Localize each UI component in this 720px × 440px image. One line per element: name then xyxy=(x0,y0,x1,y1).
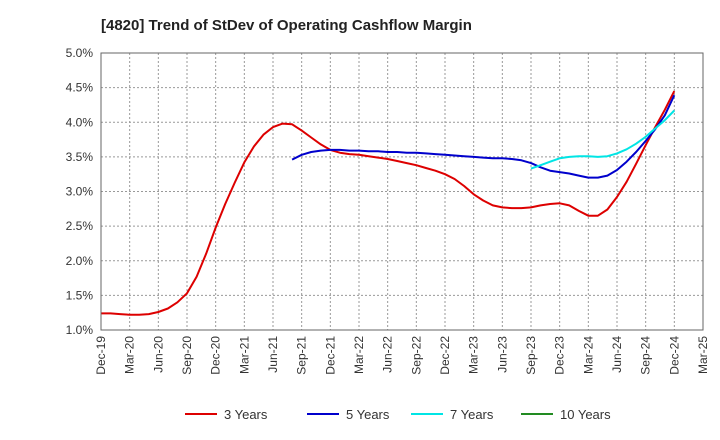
y-tick-label: 5.0% xyxy=(66,46,94,60)
y-tick-label: 2.5% xyxy=(66,219,94,233)
x-tick-label: Jun-24 xyxy=(610,336,624,373)
x-tick-label: Dec-20 xyxy=(209,336,223,375)
x-tick-label: Sep-20 xyxy=(180,336,194,375)
y-tick-label: 1.5% xyxy=(66,288,94,302)
x-tick-label: Sep-23 xyxy=(524,336,538,375)
x-tick-label: Sep-22 xyxy=(409,336,423,375)
gridlines xyxy=(101,53,703,330)
x-tick-label: Mar-20 xyxy=(123,336,137,374)
series-lines xyxy=(101,90,676,316)
plot-area xyxy=(100,52,704,331)
x-tick-label: Sep-21 xyxy=(295,336,309,375)
legend-label-5-years: 5 Years xyxy=(346,407,390,422)
x-tick-label: Mar-22 xyxy=(352,336,366,374)
x-tick-label: Dec-23 xyxy=(553,336,567,375)
x-axis: Dec-19 Mar-20 Jun-20 Sep-20 Dec-20 Mar-21 Jun-… xyxy=(94,336,710,375)
x-tick-label: Mar-23 xyxy=(467,336,481,374)
y-tick-label: 3.5% xyxy=(66,150,94,164)
series-line-3-years xyxy=(101,90,676,316)
y-tick-label: 1.0% xyxy=(66,323,94,337)
y-tick-label: 4.0% xyxy=(66,115,94,129)
legend: 3 Years 5 Years 7 Years 10 Years xyxy=(185,407,611,422)
x-tick-label: Dec-24 xyxy=(667,336,681,375)
x-tick-label: Jun-22 xyxy=(381,336,395,373)
x-tick-label: Sep-24 xyxy=(639,336,653,375)
series-line-7-years xyxy=(530,109,676,170)
x-tick-label: Jun-21 xyxy=(266,336,280,373)
legend-label-10-years: 10 Years xyxy=(560,407,611,422)
x-tick-label: Jun-20 xyxy=(151,336,165,373)
x-tick-label: Jun-23 xyxy=(495,336,509,373)
legend-label-3-years: 3 Years xyxy=(224,407,268,422)
y-tick-label: 3.0% xyxy=(66,185,94,199)
chart-title: [4820] Trend of StDev of Operating Cashf… xyxy=(101,17,472,34)
y-tick-label: 2.0% xyxy=(66,254,94,268)
y-axis: 1.0% 1.5% 2.0% 2.5% 3.0% 3.5% 4.0% 4.5% 5.0% xyxy=(66,46,94,337)
series-line-5-years xyxy=(291,94,676,179)
x-tick-label: Mar-24 xyxy=(581,336,595,374)
x-tick-label: Dec-21 xyxy=(323,336,337,375)
x-tick-label: Dec-22 xyxy=(438,336,452,375)
x-tick-label: Dec-19 xyxy=(94,336,108,375)
y-tick-label: 4.5% xyxy=(66,81,94,95)
legend-label-7-years: 7 Years xyxy=(450,407,494,422)
x-tick-label: Mar-21 xyxy=(237,336,251,374)
x-tick-label: Mar-25 xyxy=(696,336,710,374)
